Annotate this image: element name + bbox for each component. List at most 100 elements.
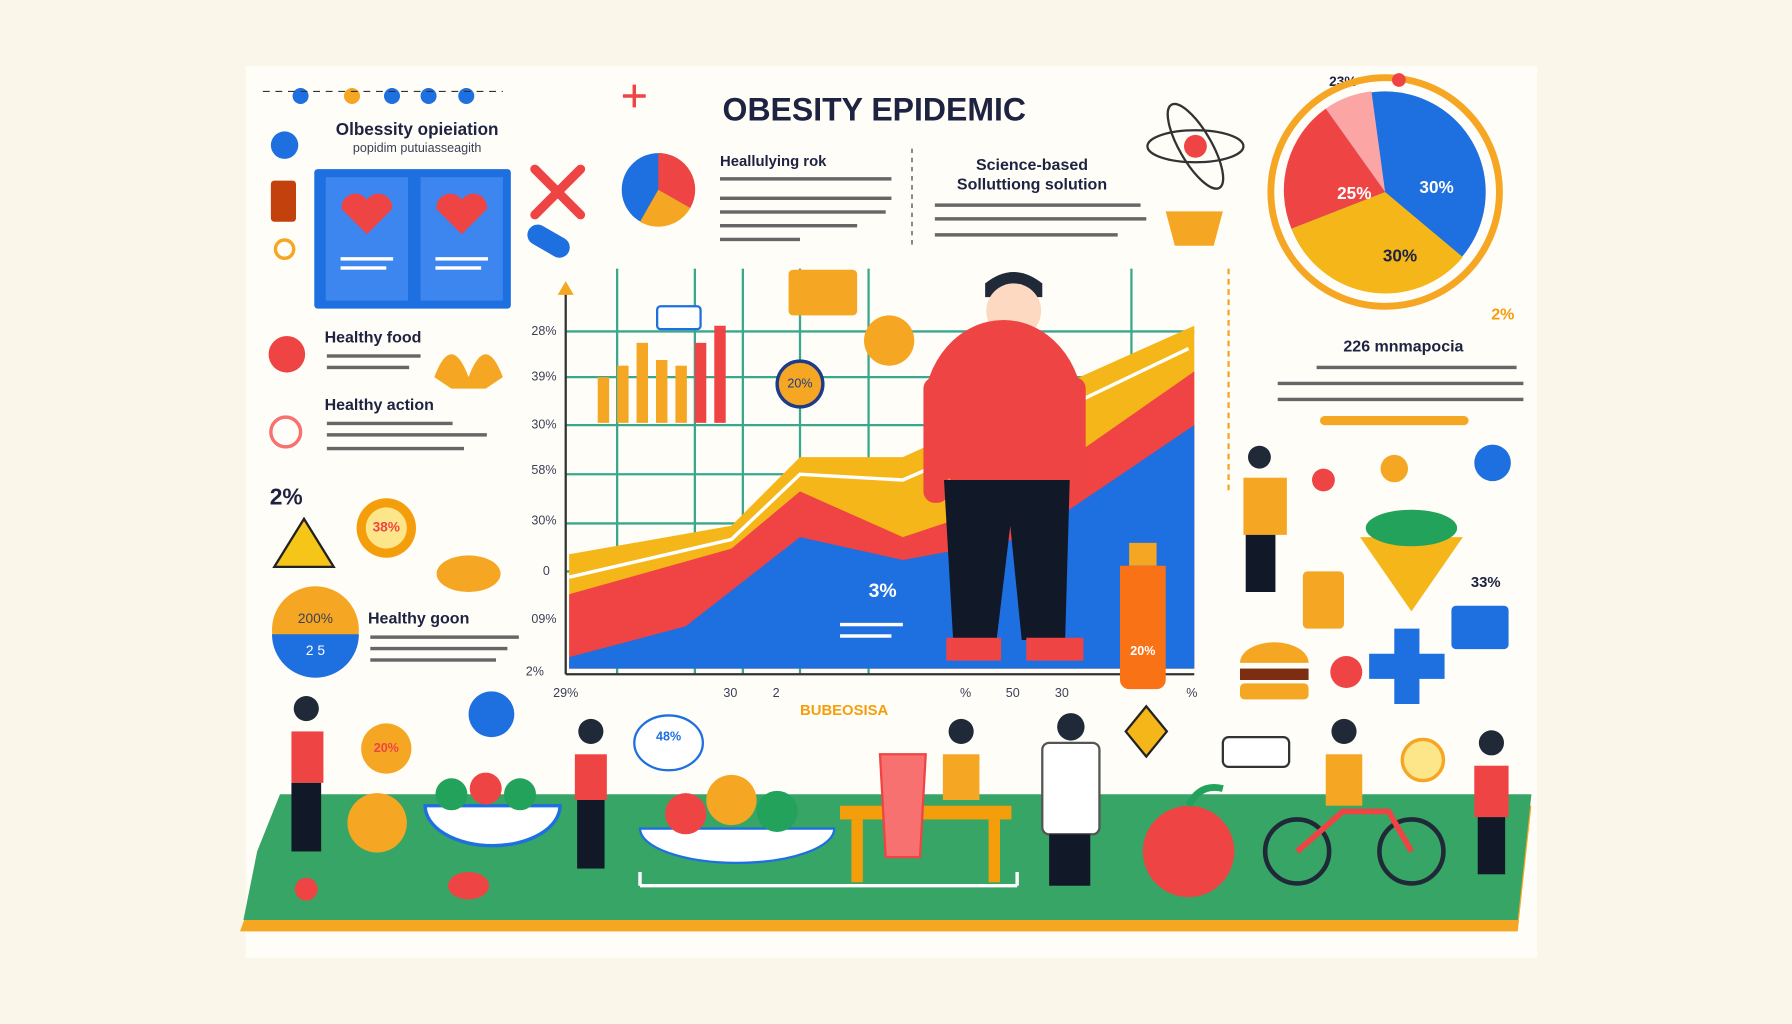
population-panel-part — [270, 131, 299, 159]
floor-scene-part — [988, 819, 1000, 883]
science-panel-part — [1184, 134, 1207, 158]
central-chart-part-text: 50 — [1006, 686, 1020, 700]
pie-chart-part — [1291, 192, 1463, 294]
central-chart-part — [617, 365, 629, 423]
floor-scene-part — [361, 723, 412, 774]
right-column-part — [1380, 454, 1408, 483]
science-panel-part — [1146, 129, 1245, 164]
floor-scene-part — [633, 714, 704, 772]
left-column-part — [326, 354, 421, 358]
population-panel-part — [435, 257, 488, 261]
right-column-part — [1277, 397, 1524, 402]
floor-scene-text: 48% — [656, 729, 681, 743]
right-column-part — [1245, 534, 1276, 592]
central-chart-part — [864, 315, 915, 366]
central-person-part — [1060, 377, 1086, 503]
floor-scene-part — [578, 718, 604, 744]
floor-scene-part — [840, 805, 1012, 820]
central-person — [923, 272, 1086, 661]
central-chart-part — [597, 377, 610, 423]
population-panel-part — [341, 193, 393, 235]
floor-scene-part — [1377, 817, 1446, 886]
right-column-part — [1312, 468, 1335, 492]
floor-scene-part — [423, 804, 562, 848]
floor-scene-part — [1124, 704, 1169, 759]
floor-scene-part — [1325, 754, 1363, 806]
floor-scene-part — [293, 696, 319, 722]
floor-scene-part — [469, 772, 502, 805]
floor-scene-part — [1477, 817, 1506, 875]
floor-scene-part — [1057, 713, 1085, 741]
central-chart-part — [840, 622, 903, 627]
central-chart-text: 3% — [869, 580, 897, 602]
left-column-part — [434, 354, 503, 389]
population-panel-part — [325, 177, 408, 301]
floor-scene-part — [638, 827, 836, 864]
left-column: Healthy food Healthy action 2% 38% 200% … — [268, 330, 519, 678]
left-column-text: 2 5 — [306, 643, 325, 658]
population-panel-part — [273, 238, 296, 260]
pie-chart-text: 25% — [1337, 183, 1371, 203]
population-panel: Olbessity opieiation popidim putuiasseag… — [270, 119, 511, 309]
central-chart-part — [775, 359, 825, 409]
central-chart-part-text: 30 — [723, 686, 737, 700]
left-column-text: 2% — [270, 483, 303, 509]
left-column-part — [326, 446, 464, 451]
floor-scene-part — [1262, 817, 1332, 886]
left-column-part — [365, 507, 407, 549]
science-panel-part — [934, 203, 1141, 207]
right-column-part — [1248, 445, 1271, 469]
right-column-part — [1360, 537, 1463, 612]
risk-panel-part — [720, 177, 892, 181]
central-chart-part — [675, 365, 687, 423]
floor-scene-part — [574, 754, 607, 800]
left-column-part — [269, 415, 303, 449]
pie-chart-part — [1392, 73, 1406, 87]
juice-bottle-text: 20% — [1130, 644, 1155, 658]
pie-chart-part — [1267, 74, 1503, 310]
floor-scene-part — [1478, 730, 1504, 756]
central-chart-part-text: % — [960, 686, 971, 700]
pie-chart-part — [1283, 108, 1386, 229]
top-dots — [262, 84, 646, 108]
population-panel-text: popidim putuiasseagith — [353, 141, 482, 155]
central-chart-text: BUBEOSISA — [800, 703, 889, 719]
left-column-text: Healthy goon — [368, 611, 469, 628]
science-panel-part — [934, 233, 1118, 237]
floor-scene-part — [347, 793, 407, 853]
floor-scene-part — [294, 877, 318, 901]
population-panel-part — [270, 180, 296, 222]
central-chart-part — [840, 634, 892, 638]
floor-scene-part — [851, 819, 863, 883]
pie-chart-part — [1325, 91, 1386, 192]
central-chart-part-text: 2 — [773, 686, 780, 700]
top-dots-part — [458, 88, 475, 104]
juice-bottle-part — [1120, 565, 1166, 690]
science-panel-part — [1166, 102, 1225, 190]
right-column-part — [1302, 571, 1344, 629]
science-panel-part — [1165, 211, 1223, 246]
left-column-part — [272, 634, 359, 678]
left-column-part — [370, 646, 508, 651]
risk-panel-part — [720, 224, 858, 228]
right-column-text: 226 mnmapocia — [1343, 339, 1463, 356]
floor-scene-part — [435, 778, 468, 811]
floor-scene-part — [1185, 784, 1224, 808]
right-column-part — [1474, 444, 1511, 482]
central-person-part — [944, 480, 1070, 640]
left-column-part — [370, 658, 496, 662]
top-dots-part — [384, 88, 400, 104]
central-chart-part — [655, 305, 702, 331]
central-chart-part: 28% 39% 30% 58% 30% 0 09% 2% 29% 30 2 % … — [526, 324, 1198, 700]
science-panel-text: Solluttiong solution — [957, 176, 1107, 193]
central-person-part — [946, 637, 1084, 661]
floor-scene-part — [1049, 834, 1091, 886]
central-person-part — [923, 320, 1084, 503]
central-chart-part-text: 30% — [531, 513, 556, 527]
left-column-part — [436, 555, 501, 592]
central-chart-part — [788, 269, 858, 316]
risk-panel-part — [527, 224, 570, 258]
right-column-part — [1365, 509, 1458, 547]
right-column-part — [1316, 365, 1517, 370]
